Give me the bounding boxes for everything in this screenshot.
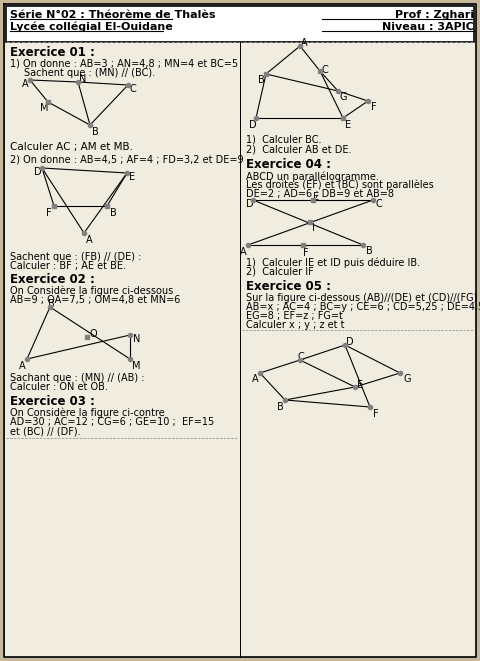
Text: Les droites (EF) et (BC) sont parallèles: Les droites (EF) et (BC) sont parallèles bbox=[246, 180, 434, 190]
Text: Exercice 04 :: Exercice 04 : bbox=[246, 158, 331, 171]
Text: B: B bbox=[110, 208, 117, 218]
Text: 2)  Calculer AB et DE.: 2) Calculer AB et DE. bbox=[246, 144, 351, 154]
Text: M: M bbox=[132, 361, 141, 371]
Text: et (BC) // (DF).: et (BC) // (DF). bbox=[10, 426, 81, 436]
Text: AB=9 ; OA=7,5 ; OM=4,8 et MN=6: AB=9 ; OA=7,5 ; OM=4,8 et MN=6 bbox=[10, 295, 180, 305]
Text: Sachent que : (MN) // (BC).: Sachent que : (MN) // (BC). bbox=[24, 68, 155, 78]
Text: DE=2 ; AD=6 ; DB=9 et AB=8: DE=2 ; AD=6 ; DB=9 et AB=8 bbox=[246, 189, 394, 199]
Text: AD=30 ; AC=12 ; CG=6 ; GE=10 ;  EF=15: AD=30 ; AC=12 ; CG=6 ; GE=10 ; EF=15 bbox=[10, 417, 214, 427]
Text: G: G bbox=[403, 374, 410, 384]
Text: D: D bbox=[246, 199, 253, 209]
Text: A: A bbox=[240, 247, 247, 257]
Text: Calculer x ; y ; z et t: Calculer x ; y ; z et t bbox=[246, 320, 345, 330]
Text: O: O bbox=[89, 329, 96, 339]
Text: On Considère la figure ci-contre: On Considère la figure ci-contre bbox=[10, 408, 165, 418]
Text: Prof : Zghari: Prof : Zghari bbox=[395, 10, 474, 20]
Text: Série N°02 : Théorème de Thalès: Série N°02 : Théorème de Thalès bbox=[10, 10, 216, 20]
Text: ABCD un parallélogramme.: ABCD un parallélogramme. bbox=[246, 171, 379, 182]
Text: 1)  Calculer IE et ID puis déduire IB.: 1) Calculer IE et ID puis déduire IB. bbox=[246, 258, 420, 268]
Text: D: D bbox=[34, 167, 42, 177]
Text: 1)  Calculer BC.: 1) Calculer BC. bbox=[246, 135, 322, 145]
Text: Calculer : ON et OB.: Calculer : ON et OB. bbox=[10, 382, 108, 392]
Text: Niveau : 3APIC: Niveau : 3APIC bbox=[382, 22, 474, 32]
Text: 1) On donne : AB=3 ; AN=4,8 ; MN=4 et BC=5: 1) On donne : AB=3 ; AN=4,8 ; MN=4 et BC… bbox=[10, 59, 238, 69]
Text: F: F bbox=[373, 409, 379, 419]
Text: Calculer : BF ; AE et BE.: Calculer : BF ; AE et BE. bbox=[10, 261, 126, 271]
Text: Sur la figure ci-dessous (AB)//(DE) et (CD)//(FG): Sur la figure ci-dessous (AB)//(DE) et (… bbox=[246, 293, 478, 303]
Text: A: A bbox=[301, 38, 308, 48]
Text: 2)  Calculer IF: 2) Calculer IF bbox=[246, 267, 314, 277]
Text: 2) On donne : AB=4,5 ; AF=4 ; FD=3,2 et DE=9: 2) On donne : AB=4,5 ; AF=4 ; FD=3,2 et … bbox=[10, 155, 244, 165]
Text: C: C bbox=[130, 84, 137, 94]
Text: C: C bbox=[375, 199, 382, 209]
Text: Exercice 05 :: Exercice 05 : bbox=[246, 280, 331, 293]
Text: E: E bbox=[313, 192, 319, 202]
Text: Exercice 02 :: Exercice 02 : bbox=[10, 273, 95, 286]
Text: C: C bbox=[298, 352, 305, 362]
Text: Exercice 03 :: Exercice 03 : bbox=[10, 395, 95, 408]
Text: F: F bbox=[46, 208, 52, 218]
Text: Calculer AC ; AM et MB.: Calculer AC ; AM et MB. bbox=[10, 142, 133, 152]
Text: F: F bbox=[303, 248, 309, 258]
Text: N: N bbox=[79, 74, 86, 84]
Text: On Considère la figure ci-dessous: On Considère la figure ci-dessous bbox=[10, 286, 173, 297]
Text: B: B bbox=[366, 246, 373, 256]
Text: B: B bbox=[48, 299, 55, 309]
Text: AB=x ; AC=4 ; BC=y ; CE=6 ; CD=5,25 ; DE=4,5: AB=x ; AC=4 ; BC=y ; CE=6 ; CD=5,25 ; DE… bbox=[246, 302, 480, 312]
Text: F: F bbox=[371, 102, 377, 112]
Text: EG=8 ; EF=z ; FG=t: EG=8 ; EF=z ; FG=t bbox=[246, 311, 343, 321]
Text: D: D bbox=[249, 120, 257, 130]
Text: A: A bbox=[22, 79, 29, 89]
FancyBboxPatch shape bbox=[4, 4, 476, 657]
Text: N: N bbox=[133, 334, 140, 344]
Text: E: E bbox=[345, 120, 351, 130]
Text: B: B bbox=[92, 127, 99, 137]
Text: I: I bbox=[312, 223, 315, 233]
Text: A: A bbox=[252, 374, 259, 384]
FancyBboxPatch shape bbox=[6, 6, 474, 42]
Text: A: A bbox=[86, 235, 93, 245]
Text: B: B bbox=[258, 75, 265, 85]
Text: Exercice 01 :: Exercice 01 : bbox=[10, 46, 95, 59]
Text: Sachent que : (FB) // (DE) :: Sachent que : (FB) // (DE) : bbox=[10, 252, 142, 262]
Text: B: B bbox=[277, 402, 284, 412]
Text: Sachant que : (MN) // (AB) :: Sachant que : (MN) // (AB) : bbox=[10, 373, 144, 383]
Text: M: M bbox=[40, 103, 48, 113]
Text: A: A bbox=[19, 361, 25, 371]
Text: Lycée collégial El-Ouidane: Lycée collégial El-Ouidane bbox=[10, 22, 173, 32]
Text: G: G bbox=[340, 92, 348, 102]
Text: E: E bbox=[129, 172, 135, 182]
Text: E: E bbox=[357, 380, 363, 390]
Text: D: D bbox=[346, 337, 354, 347]
Text: C: C bbox=[322, 65, 329, 75]
